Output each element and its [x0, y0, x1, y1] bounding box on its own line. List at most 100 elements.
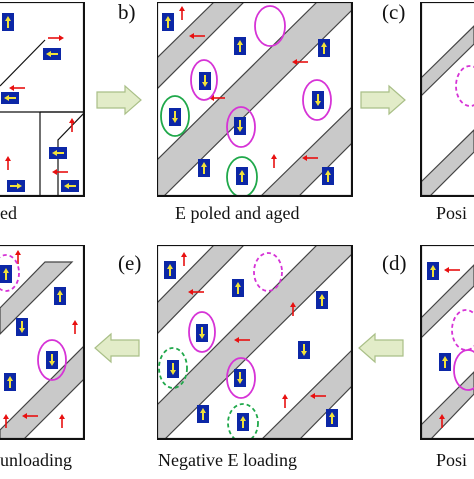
highlight-ellipse: [160, 95, 190, 137]
panel-b-caption: E poled and aged: [175, 203, 300, 223]
highlight-ellipse: [37, 339, 67, 381]
dipole-icon: [162, 13, 174, 31]
field-arrow-icon: [188, 289, 204, 295]
dipole-icon: [199, 72, 211, 90]
panel-b: [157, 2, 353, 197]
dipole-icon: [427, 262, 439, 280]
dipole-icon: [234, 37, 246, 55]
domain-wall-band: [157, 2, 245, 90]
field-arrow-icon: [234, 337, 250, 343]
panel-a-caption: ed: [0, 203, 17, 223]
dipole-icon: [46, 351, 58, 369]
panel-frame: [157, 245, 353, 440]
highlight-ellipse: [188, 311, 216, 353]
panel-frame: [0, 2, 85, 197]
flow-arrow-icon: [94, 332, 140, 364]
highlight-ellipse: [453, 349, 474, 391]
dipole-icon: [43, 48, 61, 60]
field-arrow-icon: [271, 154, 277, 168]
panel-frame: [420, 245, 474, 440]
dipole-icon: [439, 353, 451, 371]
panel-e: [157, 245, 353, 440]
field-arrow-icon: [179, 6, 185, 20]
domain-wall-band: [157, 245, 245, 335]
field-arrow-icon: [52, 169, 68, 175]
dipole-icon: [236, 167, 248, 185]
panel-e-caption: Negative E loading: [158, 450, 297, 470]
highlight-ellipse: [226, 106, 256, 148]
dashed-highlight-ellipse: [253, 252, 283, 292]
dipole-icon: [0, 265, 12, 283]
field-arrow-icon: [22, 413, 38, 419]
field-arrow-icon: [15, 250, 21, 264]
panel-c-label: (c): [382, 0, 406, 24]
dipole-icon: [16, 318, 28, 336]
dashed-highlight-ellipse: [227, 403, 259, 440]
dipole-icon: [196, 324, 208, 342]
domain-wall-band: [0, 344, 85, 440]
field-arrow-icon: [282, 394, 288, 408]
dipole-icon: [54, 287, 66, 305]
field-arrow-icon: [72, 320, 78, 334]
dipole-icon: [237, 413, 249, 431]
dipole-icon: [1, 92, 19, 104]
dashed-highlight-ellipse: [451, 309, 474, 351]
dipole-icon: [2, 13, 14, 31]
panel-f: [0, 245, 85, 440]
field-arrow-icon: [59, 414, 65, 428]
field-arrow-icon: [439, 414, 445, 428]
dipole-icon: [61, 180, 79, 192]
domain-wall-band: [420, 25, 474, 98]
field-arrow-icon: [292, 59, 308, 65]
field-arrow-icon: [290, 302, 296, 316]
highlight-ellipse: [254, 5, 286, 47]
field-arrow-icon: [189, 33, 205, 39]
dashed-highlight-ellipse: [0, 254, 20, 292]
dipole-icon: [198, 159, 210, 177]
highlight-ellipse: [190, 59, 218, 101]
field-arrow-icon: [302, 155, 318, 161]
domain-wall-band: [0, 261, 74, 335]
field-arrow-icon: [69, 118, 75, 132]
panel-c-caption: Posi: [436, 203, 468, 223]
domain-wall-band: [420, 371, 474, 440]
panel-f-caption: unloading: [0, 450, 72, 470]
panel-e-label: (e): [118, 251, 142, 275]
dipole-icon: [312, 91, 324, 109]
flow-arrow-icon: [96, 84, 142, 116]
highlight-ellipse: [226, 357, 256, 399]
domain-wall-band: [260, 348, 353, 440]
dashed-highlight-ellipse: [455, 65, 474, 107]
domain-wall-band: [259, 105, 353, 197]
dipole-icon: [49, 147, 67, 159]
dipole-icon: [322, 167, 334, 185]
panel-frame: [157, 2, 353, 197]
highlight-ellipse: [226, 156, 258, 197]
dipole-icon: [326, 409, 338, 427]
panel-frame: [0, 245, 85, 440]
flow-arrow-icon: [360, 84, 406, 116]
dipole-icon: [164, 261, 176, 279]
panel-a: [0, 2, 85, 197]
field-arrow-icon: [9, 85, 25, 91]
field-arrow-icon: [5, 156, 11, 170]
dipole-icon: [167, 360, 179, 378]
dashed-highlight-ellipse: [158, 347, 188, 389]
field-arrow-icon: [181, 252, 187, 266]
highlight-ellipse: [302, 79, 332, 121]
dipole-icon: [234, 369, 246, 387]
field-arrow-icon: [3, 414, 9, 428]
panel-frame: [420, 2, 474, 197]
dipole-icon: [316, 291, 328, 309]
dipole-icon: [197, 405, 209, 423]
field-arrow-icon: [444, 267, 460, 273]
field-arrow-icon: [48, 35, 64, 41]
field-arrow-icon: [310, 393, 326, 399]
panel-c: [420, 2, 474, 197]
flow-arrow-icon: [358, 332, 404, 364]
dipole-icon: [7, 180, 25, 192]
dipole-icon: [169, 108, 181, 126]
dipole-icon: [298, 341, 310, 359]
